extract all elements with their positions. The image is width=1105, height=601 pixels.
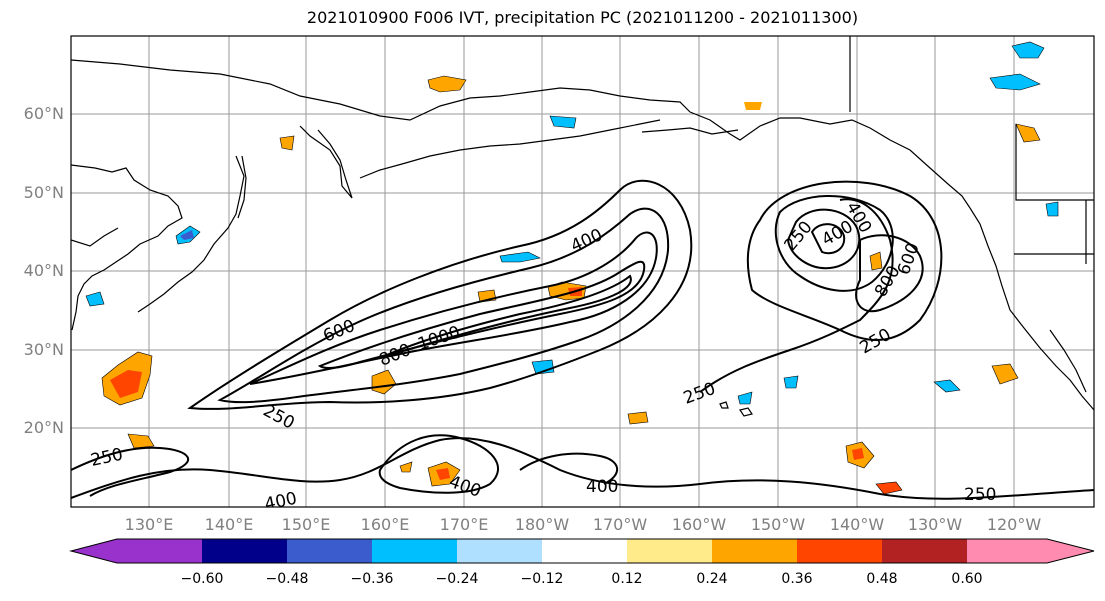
colorbar-extend-low [71, 539, 117, 563]
colorbar-tick-label: −0.24 [435, 571, 479, 587]
colorbar-tick-label: −0.60 [180, 571, 224, 587]
colorbar-extend-high [1047, 539, 1094, 563]
colorbar [69, 538, 1095, 564]
colorbar-segment [712, 539, 797, 563]
colorbar-segment [287, 539, 372, 563]
precipitation-shading [85, 41, 1059, 495]
map-title: 2021010900 F006 IVT, precipitation PC (2… [306, 8, 859, 27]
lon-label-150e: 150°E [281, 515, 331, 534]
contour-label-400: 400 [586, 477, 618, 497]
lon-label-180w: 180°W [514, 515, 570, 534]
lat-label-20n: 20°N [23, 418, 64, 437]
map-frame [70, 35, 1095, 508]
colorbar-tick-label: −0.48 [265, 571, 309, 587]
colorbar-segment [202, 539, 287, 563]
contour-label-400: 400 [263, 489, 299, 515]
colorbar-segment [967, 539, 1047, 563]
colorbar-segment [372, 539, 457, 563]
lat-label-30n: 30°N [23, 340, 64, 359]
lon-label-150w: 150°W [750, 515, 806, 534]
colorbar-tick-label: 0.24 [696, 571, 728, 587]
ivt-contours [71, 179, 1094, 500]
contour-label-250: 250 [964, 485, 996, 505]
lon-label-130e: 130°E [124, 515, 174, 534]
colorbar-segment [882, 539, 967, 563]
colorbar-tick-label: −0.36 [350, 571, 394, 587]
colorbar-outline [69, 538, 1095, 564]
coastlines [71, 36, 1094, 417]
colorbar-segment [457, 539, 542, 563]
colorbar-tick-label: 0.12 [611, 571, 643, 587]
colorbar-tick-label: −0.12 [520, 571, 564, 587]
colorbar-tick-label: 0.48 [866, 571, 898, 587]
lon-label-130w: 130°W [907, 515, 963, 534]
colorbar-tick-label: 0.60 [951, 571, 983, 587]
colorbar-segment [627, 539, 712, 563]
lat-label-60n: 60°N [23, 104, 64, 123]
colorbar-tick-label: 0.36 [781, 571, 813, 587]
lon-label-120w: 120°W [986, 515, 1042, 534]
lon-label-140e: 140°E [204, 515, 254, 534]
lon-label-160e: 160°E [360, 515, 410, 534]
lon-label-170e: 170°E [439, 515, 489, 534]
lat-label-50n: 50°N [23, 183, 64, 202]
lat-label-40n: 40°N [23, 261, 64, 280]
colorbar-segment [542, 539, 627, 563]
colorbar-segment [797, 539, 882, 563]
lon-label-170w: 170°W [592, 515, 648, 534]
colorbar-segment [117, 539, 202, 563]
lon-label-140w: 140°W [829, 515, 885, 534]
lon-label-160w: 160°W [671, 515, 727, 534]
gridlines [71, 36, 1094, 507]
